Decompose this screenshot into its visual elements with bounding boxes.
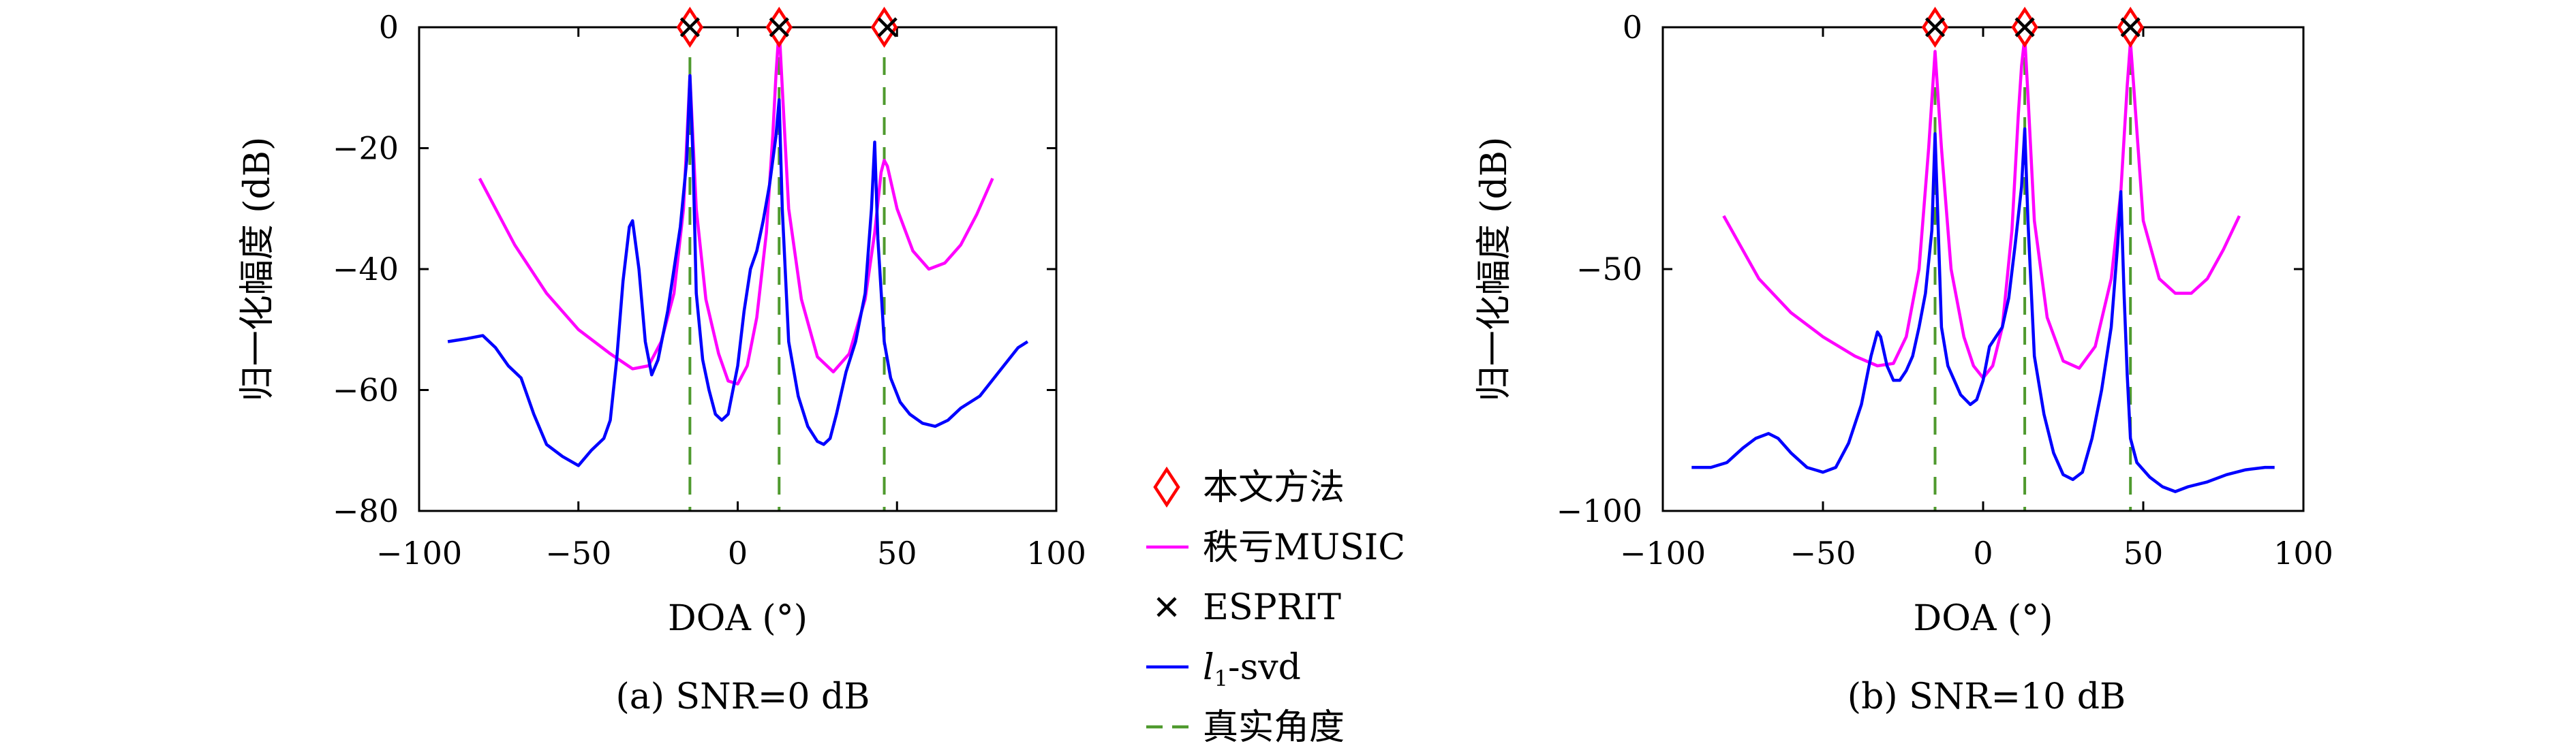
- legend-item-music: 秩亏MUSIC: [1146, 527, 1405, 568]
- x-tick-label: −100: [1620, 535, 1706, 572]
- y-tick-label: −60: [333, 372, 399, 409]
- esprit-marker-2-stroke-b: [2120, 17, 2141, 37]
- esprit-marker-1: [769, 17, 789, 37]
- x-axis-label: DOA (°): [1914, 598, 2053, 639]
- series-line-l1svd: [447, 74, 1029, 467]
- panel-caption: (a) SNR=0 dB: [615, 676, 870, 717]
- y-tick-label: −50: [1576, 251, 1642, 287]
- esprit-marker-0: [1925, 17, 1946, 37]
- series-line-music: [478, 27, 994, 386]
- legend-label-sub: 1: [1214, 666, 1228, 691]
- esprit-marker-2: [877, 17, 898, 37]
- chart-panel-a: −100 −50 0 50 100 0 −20 −40 −60 −80 DOA (°) 归一化幅度 (…: [237, 6, 1086, 717]
- x-tick-label: 50: [877, 535, 917, 572]
- series-line-music: [1722, 35, 2241, 380]
- esprit-marker-0: [679, 17, 700, 37]
- y-tick-label: −40: [333, 251, 399, 287]
- esprit-marker-1: [2014, 17, 2035, 37]
- y-tick-label: −100: [1557, 493, 1642, 529]
- x-axis-label: DOA (°): [668, 598, 808, 639]
- proposed-marker-2: [870, 6, 898, 48]
- esprit-marker-0-stroke-b: [679, 17, 700, 37]
- legend-label: 秩亏MUSIC: [1203, 527, 1405, 568]
- y-axis-label: 归一化幅度 (dB): [237, 137, 278, 402]
- x-tick-label: −100: [376, 535, 462, 572]
- legend-label-rest: -svd: [1228, 647, 1301, 688]
- y-tick-label: −80: [333, 493, 399, 529]
- y-axis-label: 归一化幅度 (dB): [1474, 137, 1515, 402]
- legend-label: ESPRIT: [1203, 587, 1341, 628]
- panel-caption: (b) SNR=10 dB: [1847, 676, 2126, 717]
- x-tick-label: −50: [1790, 535, 1856, 572]
- x-tick-label: 100: [1026, 535, 1086, 572]
- series-line-l1svd: [1691, 127, 2275, 493]
- x-tick-label: 50: [2123, 535, 2164, 572]
- esprit-marker-1-stroke-b: [769, 17, 789, 37]
- legend-label: 本文方法: [1203, 467, 1345, 508]
- legend-label: 真实角度: [1203, 707, 1345, 748]
- esprit-marker-0-stroke-b: [1925, 17, 1946, 37]
- y-tick-label: 0: [379, 9, 399, 46]
- x-tick-label: 0: [728, 535, 748, 572]
- legend-item-esprit: ESPRIT: [1156, 587, 1341, 628]
- esprit-marker-2: [2120, 17, 2141, 37]
- esprit-marker-2-stroke-b: [877, 17, 898, 37]
- legend-x-icon-stroke-b: [1156, 597, 1177, 617]
- y-tick-label: 0: [1623, 9, 1642, 46]
- x-tick-label: −50: [545, 535, 611, 572]
- y-tick-label: −20: [333, 130, 399, 167]
- axes-frame: [418, 26, 1058, 512]
- legend-label-main: l: [1203, 647, 1214, 688]
- esprit-marker-1-stroke-b: [2014, 17, 2035, 37]
- x-tick-label: 0: [1973, 535, 1993, 572]
- chart-panel-b: −100 −50 0 50 100 0 −50 −100 DOA (°) 归一化幅度 (dB) (b…: [1474, 6, 2333, 717]
- legend-diamond-icon: [1153, 466, 1180, 508]
- legend-item-truth: 真实角度: [1146, 707, 1345, 748]
- legend-item-l1svd: l1-svd: [1146, 647, 1301, 691]
- legend-item-proposed: 本文方法: [1153, 466, 1345, 508]
- x-tick-label: 100: [2273, 535, 2333, 572]
- legend-x-icon: [1156, 597, 1177, 617]
- legend-label: l1-svd: [1203, 647, 1301, 691]
